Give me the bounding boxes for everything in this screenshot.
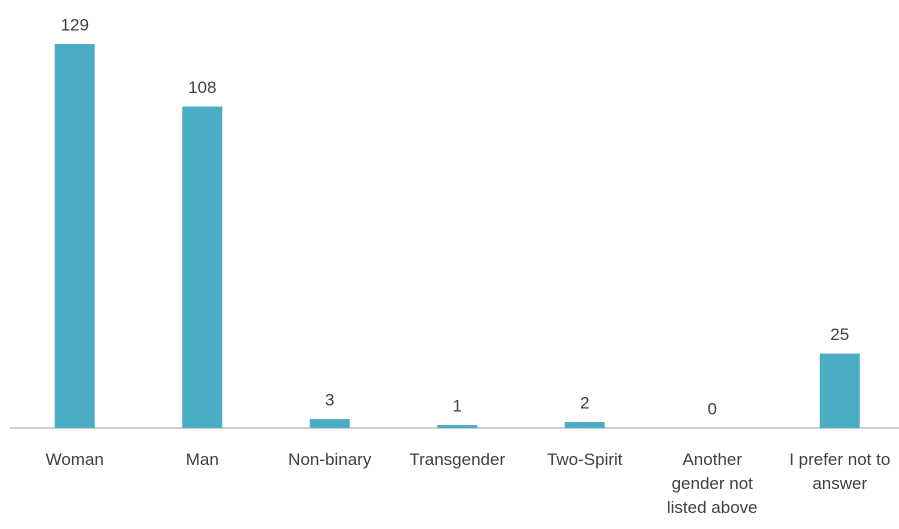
x-tick-label: I prefer not to answer <box>789 450 891 493</box>
x-tick-label: Transgender <box>409 450 506 469</box>
data-label: 2 <box>580 394 589 413</box>
data-label: 108 <box>188 78 216 97</box>
bar <box>182 106 223 428</box>
bar <box>819 353 860 428</box>
x-tick-label: Woman <box>45 450 104 469</box>
bar <box>54 44 95 428</box>
x-tick-label: Another gender not listed above <box>666 450 758 517</box>
data-label: 25 <box>830 325 849 344</box>
data-label: 0 <box>708 399 717 418</box>
x-tick-label: Non-binary <box>288 450 372 469</box>
data-label: 3 <box>325 391 334 410</box>
x-tick-label: Two-Spirit <box>546 450 623 469</box>
bar <box>437 425 478 428</box>
data-label: 129 <box>61 15 89 34</box>
bar <box>309 419 350 428</box>
data-label: 1 <box>453 397 462 416</box>
x-tick-label: Man <box>185 450 219 469</box>
bar <box>564 422 605 428</box>
